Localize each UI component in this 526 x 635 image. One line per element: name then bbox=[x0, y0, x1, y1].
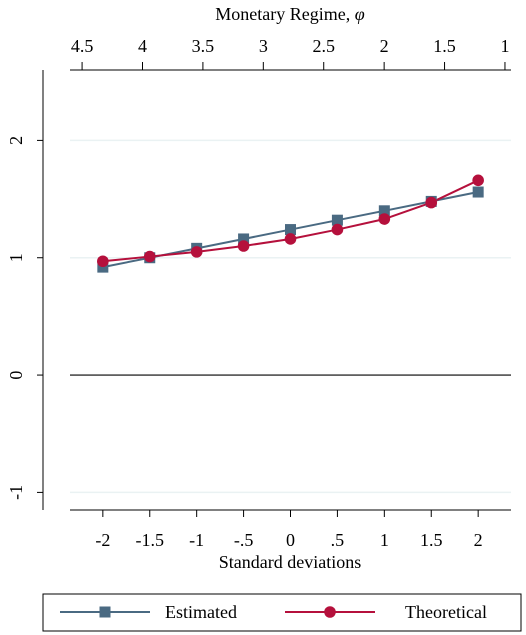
x-tick-label: -1.5 bbox=[136, 530, 165, 550]
y-tick-label: -1 bbox=[6, 485, 26, 500]
point-theoretical bbox=[284, 233, 297, 245]
point-theoretical bbox=[237, 240, 250, 252]
y-tick-label: 0 bbox=[6, 371, 26, 380]
point-estimated bbox=[378, 205, 390, 217]
point-theoretical bbox=[331, 223, 344, 236]
point-estimated bbox=[238, 233, 250, 245]
point-theoretical bbox=[425, 196, 438, 209]
top-tick-label: 1.5 bbox=[433, 36, 456, 56]
point-estimated bbox=[97, 261, 109, 273]
tick-labels: -1 0 1 2 -2 -1.5 -1 -.5 0 .5 1 1.5 2 4.5 4 3.5 3 2.5 2 1.5 1 bbox=[6, 36, 509, 550]
point-estimated bbox=[331, 214, 343, 226]
top-axis-label: Monetary Regime, bbox=[215, 4, 354, 24]
top-axis-title: Monetary Regime, φ bbox=[215, 4, 364, 24]
top-tick-label: 2 bbox=[380, 36, 389, 56]
legend-label-theoretical: Theoretical bbox=[405, 602, 487, 622]
x-tick-label: 1 bbox=[380, 530, 389, 550]
point-estimated bbox=[285, 224, 296, 236]
legend-marker-theoretical bbox=[324, 606, 336, 618]
y-tick-label: 2 bbox=[6, 136, 26, 145]
legend-items: Estimated Theoretical bbox=[60, 602, 487, 622]
axes bbox=[37, 62, 511, 517]
point-theoretical bbox=[97, 255, 109, 268]
gridlines bbox=[70, 139, 511, 494]
x-tick-label: 0 bbox=[286, 530, 295, 550]
phi-symbol: φ bbox=[355, 4, 365, 24]
point-theoretical bbox=[378, 213, 391, 225]
x-axis-title: Standard deviations bbox=[219, 552, 361, 572]
legend-marker-estimated bbox=[99, 606, 111, 618]
x-tick-label: .5 bbox=[331, 530, 345, 550]
top-tick-label: 2.5 bbox=[312, 36, 335, 56]
x-tick-label: -1 bbox=[189, 530, 204, 550]
top-tick-label: 4 bbox=[138, 36, 147, 56]
top-tick-label: 3 bbox=[259, 36, 268, 56]
point-theoretical bbox=[472, 174, 484, 187]
legend: Estimated Theoretical bbox=[42, 593, 522, 632]
x-tick-label: -.5 bbox=[234, 530, 254, 550]
point-theoretical bbox=[190, 246, 203, 258]
x-tick-label: -2 bbox=[95, 530, 110, 550]
point-theoretical bbox=[143, 250, 156, 263]
series-line-theoretical bbox=[102, 179, 479, 263]
x-tick-label: 2 bbox=[474, 530, 483, 550]
top-tick-label: 1 bbox=[500, 36, 509, 56]
series-layer bbox=[97, 174, 484, 273]
point-estimated bbox=[472, 186, 484, 198]
legend-label-estimated: Estimated bbox=[165, 602, 237, 622]
top-tick-label: 4.5 bbox=[71, 36, 94, 56]
x-tick-label: 1.5 bbox=[420, 530, 443, 550]
y-tick-label: 1 bbox=[6, 253, 26, 262]
top-tick-label: 3.5 bbox=[192, 36, 215, 56]
